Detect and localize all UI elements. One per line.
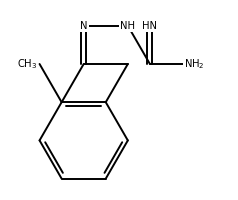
Text: CH$_3$: CH$_3$ [17,57,37,71]
Text: HN: HN [142,21,157,31]
Text: NH$_2$: NH$_2$ [184,57,204,71]
Text: NH: NH [120,21,135,31]
Text: N: N [80,21,87,31]
